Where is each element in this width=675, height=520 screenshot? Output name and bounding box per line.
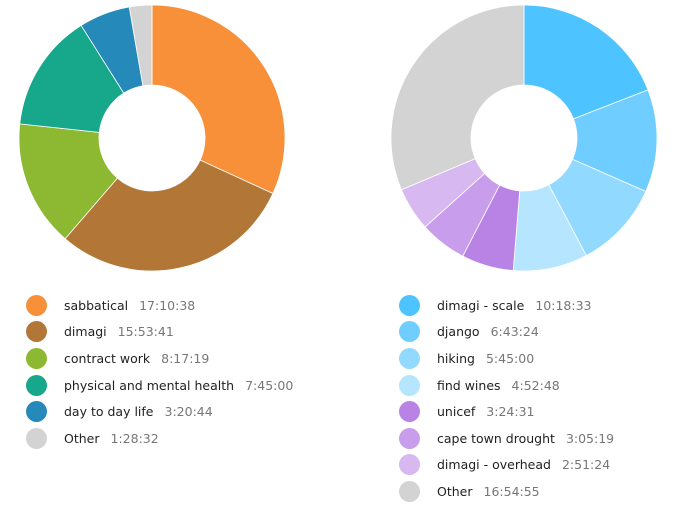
legend-color-dot	[399, 294, 420, 316]
legend-value: 16:54:55	[483, 483, 540, 499]
pie-slice-sabbatical[interactable]	[151, 4, 286, 195]
legend-label: hiking	[437, 350, 475, 366]
legend-color-dot	[399, 321, 420, 343]
legend-label: Other	[64, 430, 100, 446]
legend-item[interactable]: dimagi - overhead 2:51:24	[399, 452, 614, 479]
legend-label: dimagi	[64, 324, 107, 340]
legend-value: 17:10:38	[139, 297, 196, 313]
legend-color-dot	[26, 347, 47, 369]
legend-value: 1:28:32	[110, 430, 159, 446]
legend-item[interactable]: unicef 3:24:31	[399, 398, 614, 425]
legend-value: 3:20:44	[164, 404, 213, 420]
legend-item[interactable]: sabbatical 17:10:38	[26, 292, 293, 319]
legend-item[interactable]: contract work 8:17:19	[26, 345, 293, 372]
legend-label: dimagi - scale	[437, 297, 525, 313]
pie-slice-other[interactable]	[390, 4, 525, 191]
legend-value: 4:52:48	[511, 377, 560, 393]
legend-item[interactable]: cape town drought 3:05:19	[399, 425, 614, 452]
legend-item[interactable]: day to day life 3:20:44	[26, 398, 293, 425]
legend-right: dimagi - scale 10:18:33 django 6:43:24 hikin…	[399, 292, 614, 505]
legend-label: contract work	[64, 350, 151, 366]
legend-item[interactable]: find wines 4:52:48	[399, 372, 614, 399]
legend-color-dot	[399, 454, 420, 476]
legend-label: Other	[437, 483, 473, 499]
legend-color-dot	[26, 294, 47, 316]
legend-value: 8:17:19	[161, 350, 210, 366]
legend-item[interactable]: dimagi - scale 10:18:33	[399, 292, 614, 319]
legend-value: 3:24:31	[486, 404, 535, 420]
legend-label: cape town drought	[437, 430, 555, 446]
pie-slice-contract-work[interactable]	[18, 123, 118, 240]
legend-color-dot	[399, 480, 420, 502]
legend-label: sabbatical	[64, 297, 129, 313]
legend-label: day to day life	[64, 404, 154, 420]
legend-value: 15:53:41	[117, 324, 174, 340]
legend-color-dot	[26, 374, 47, 396]
legend-item[interactable]: Other 1:28:32	[26, 425, 293, 452]
pie-slice-dimagi---scale[interactable]	[523, 4, 649, 120]
legend-value: 5:45:00	[485, 350, 535, 366]
legend-left: sabbatical 17:10:38 dimagi 15:53:41 contract…	[26, 292, 293, 452]
legend-color-dot	[26, 401, 47, 423]
legend-label: django	[437, 324, 480, 340]
legend-item[interactable]: Other 16:54:55	[399, 478, 614, 505]
legend-value: 3:05:19	[565, 430, 615, 446]
pie-slice-other[interactable]	[128, 4, 153, 87]
legend-color-dot	[399, 427, 420, 449]
donut-charts	[18, 4, 658, 272]
legend-color-dot	[399, 374, 420, 396]
legend-color-dot	[399, 401, 420, 423]
legend-item[interactable]: hiking 5:45:00	[399, 345, 614, 372]
legend-item[interactable]: django 6:43:24	[399, 319, 614, 346]
legend-label: physical and mental health	[64, 377, 235, 393]
legend-value: 2:51:24	[561, 457, 611, 473]
legend-value: 7:45:00	[245, 377, 294, 393]
legend-color-dot	[26, 321, 47, 343]
legend-item[interactable]: dimagi 15:53:41	[26, 319, 293, 346]
legend-color-dot	[26, 427, 47, 449]
legend-label: unicef	[437, 404, 476, 420]
legend-item[interactable]: physical and mental health 7:45:00	[26, 372, 293, 399]
legend-label: find wines	[437, 377, 501, 393]
legend-color-dot	[399, 347, 420, 369]
legend-label: dimagi - overhead	[437, 457, 551, 473]
legend-value: 10:18:33	[535, 297, 592, 313]
legend-value: 6:43:24	[490, 324, 539, 340]
pie-slice-dimagi[interactable]	[64, 159, 274, 272]
